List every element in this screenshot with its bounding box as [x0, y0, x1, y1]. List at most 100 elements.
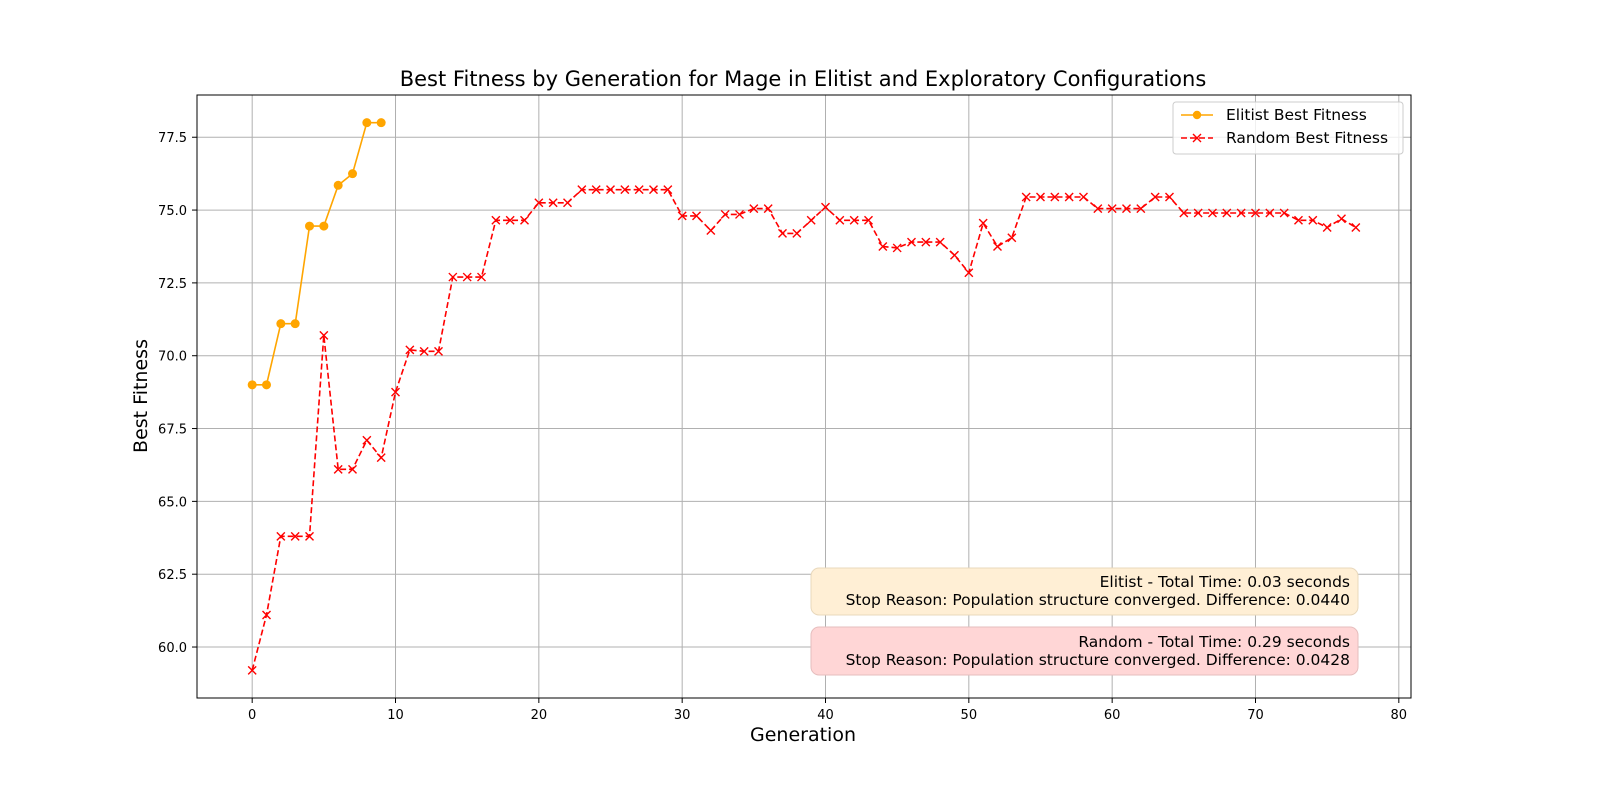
random-data-point — [262, 610, 272, 620]
elitist-data-point — [276, 319, 286, 329]
elitist-data-point — [247, 380, 257, 390]
y-tick-label: 67.5 — [158, 423, 187, 438]
random-data-point — [1322, 223, 1332, 233]
x-tick-label: 70 — [1247, 708, 1264, 723]
random-data-point — [1164, 192, 1174, 202]
y-tick-label: 60.0 — [158, 641, 187, 656]
random-data-point — [1021, 192, 1031, 202]
random-data-point — [1207, 208, 1217, 218]
random-data-point — [462, 272, 472, 282]
y-tick-label: 77.5 — [158, 131, 187, 146]
random-data-point — [448, 272, 458, 282]
random-data-point — [821, 202, 830, 212]
annotation-elitist-line2: Stop Reason: Population structure conver… — [846, 591, 1350, 609]
random-data-point — [878, 241, 888, 251]
random-data-point — [1121, 204, 1131, 214]
random-data-point — [1236, 208, 1246, 218]
random-data-point — [907, 237, 916, 247]
random-data-point — [1193, 208, 1203, 218]
x-tick-label: 40 — [817, 708, 834, 723]
random-data-point — [563, 198, 573, 208]
y-tick-label: 65.0 — [158, 495, 187, 510]
random-data-point — [935, 237, 945, 247]
random-data-point — [1107, 204, 1117, 214]
random-data-point — [606, 185, 615, 195]
random-data-point — [477, 272, 487, 282]
elitist-data-point — [333, 180, 343, 190]
random-data-point — [405, 345, 415, 355]
annotation-random: Random - Total Time: 0.29 seconds Stop R… — [810, 626, 1359, 676]
random-data-point — [1336, 214, 1346, 224]
random-data-point — [892, 243, 902, 253]
random-data-point — [376, 453, 386, 463]
random-data-point — [964, 268, 974, 278]
random-data-point — [1007, 233, 1017, 243]
chart-title: Best Fitness by Generation for Mage in E… — [400, 67, 1207, 91]
y-axis-ticks: 60.0 62.5 65.0 67.5 70.0 72.5 75.0 77.5 — [158, 131, 197, 656]
random-data-point — [677, 211, 687, 221]
random-data-point — [491, 215, 501, 225]
random-series-line — [251, 188, 1357, 671]
random-data-point — [391, 387, 401, 397]
annotation-elitist: Elitist - Total Time: 0.03 seconds Stop … — [810, 567, 1359, 616]
random-data-point — [534, 198, 544, 208]
elitist-data-point — [319, 221, 329, 231]
elitist-data-point — [362, 118, 372, 128]
random-data-point — [1078, 192, 1088, 202]
random-data-point — [992, 241, 1002, 251]
random-data-point — [649, 185, 658, 195]
x-axis-label: Generation — [750, 724, 856, 746]
x-tick-label: 20 — [531, 708, 548, 723]
annotation-random-line2: Stop Reason: Population structure conver… — [846, 651, 1350, 669]
legend-random-label: Random Best Fitness — [1226, 129, 1388, 147]
elitist-data-point — [348, 169, 358, 179]
random-data-point — [419, 346, 429, 356]
random-data-point — [247, 665, 257, 675]
plot-area-frame — [196, 94, 1412, 699]
random-data-point — [305, 531, 315, 541]
random-data-point — [1265, 208, 1275, 218]
random-data-point — [921, 237, 931, 247]
random-data-point — [348, 464, 358, 474]
random-data-point — [778, 228, 787, 238]
annotation-random-box — [810, 626, 1359, 676]
annotation-elitist-line1: Elitist - Total Time: 0.03 seconds — [1100, 573, 1350, 591]
legend-random-marker — [1192, 133, 1202, 143]
x-tick-label: 80 — [1391, 708, 1408, 723]
random-data-point — [1250, 208, 1260, 218]
random-data-point — [1064, 192, 1074, 202]
x-tick-label: 10 — [387, 708, 404, 723]
y-tick-label: 75.0 — [158, 204, 187, 219]
random-data-point — [1050, 192, 1060, 202]
x-tick-label: 50 — [961, 708, 978, 723]
legend-elitist-label: Elitist Best Fitness — [1226, 106, 1367, 124]
random-data-point — [1279, 208, 1289, 218]
random-data-point — [663, 185, 673, 195]
y-tick-label: 62.5 — [158, 568, 187, 583]
y-tick-label: 70.0 — [158, 350, 187, 365]
elitist-data-point — [262, 380, 272, 390]
random-data-point — [864, 215, 873, 225]
elitist-data-point — [290, 319, 300, 329]
random-data-point — [434, 346, 444, 356]
random-data-point — [706, 225, 716, 235]
random-data-point — [950, 250, 959, 260]
annotation-elitist-box — [810, 567, 1359, 616]
random-data-point — [634, 185, 644, 195]
y-axis-label: Best Fitness — [130, 339, 152, 453]
random-data-point — [1293, 215, 1303, 225]
random-data-point — [1222, 208, 1232, 218]
random-data-point — [1150, 192, 1160, 202]
random-data-point — [692, 211, 701, 221]
random-data-point — [290, 531, 300, 541]
random-data-point — [548, 198, 558, 208]
random-data-point — [505, 215, 515, 225]
random-data-point — [1179, 208, 1189, 218]
random-data-point — [1308, 215, 1318, 225]
x-tick-label: 0 — [248, 708, 256, 723]
random-data-point — [749, 204, 759, 214]
elitist-series-line — [252, 121, 382, 386]
random-data-point — [591, 185, 601, 195]
x-tick-label: 60 — [1104, 708, 1121, 723]
